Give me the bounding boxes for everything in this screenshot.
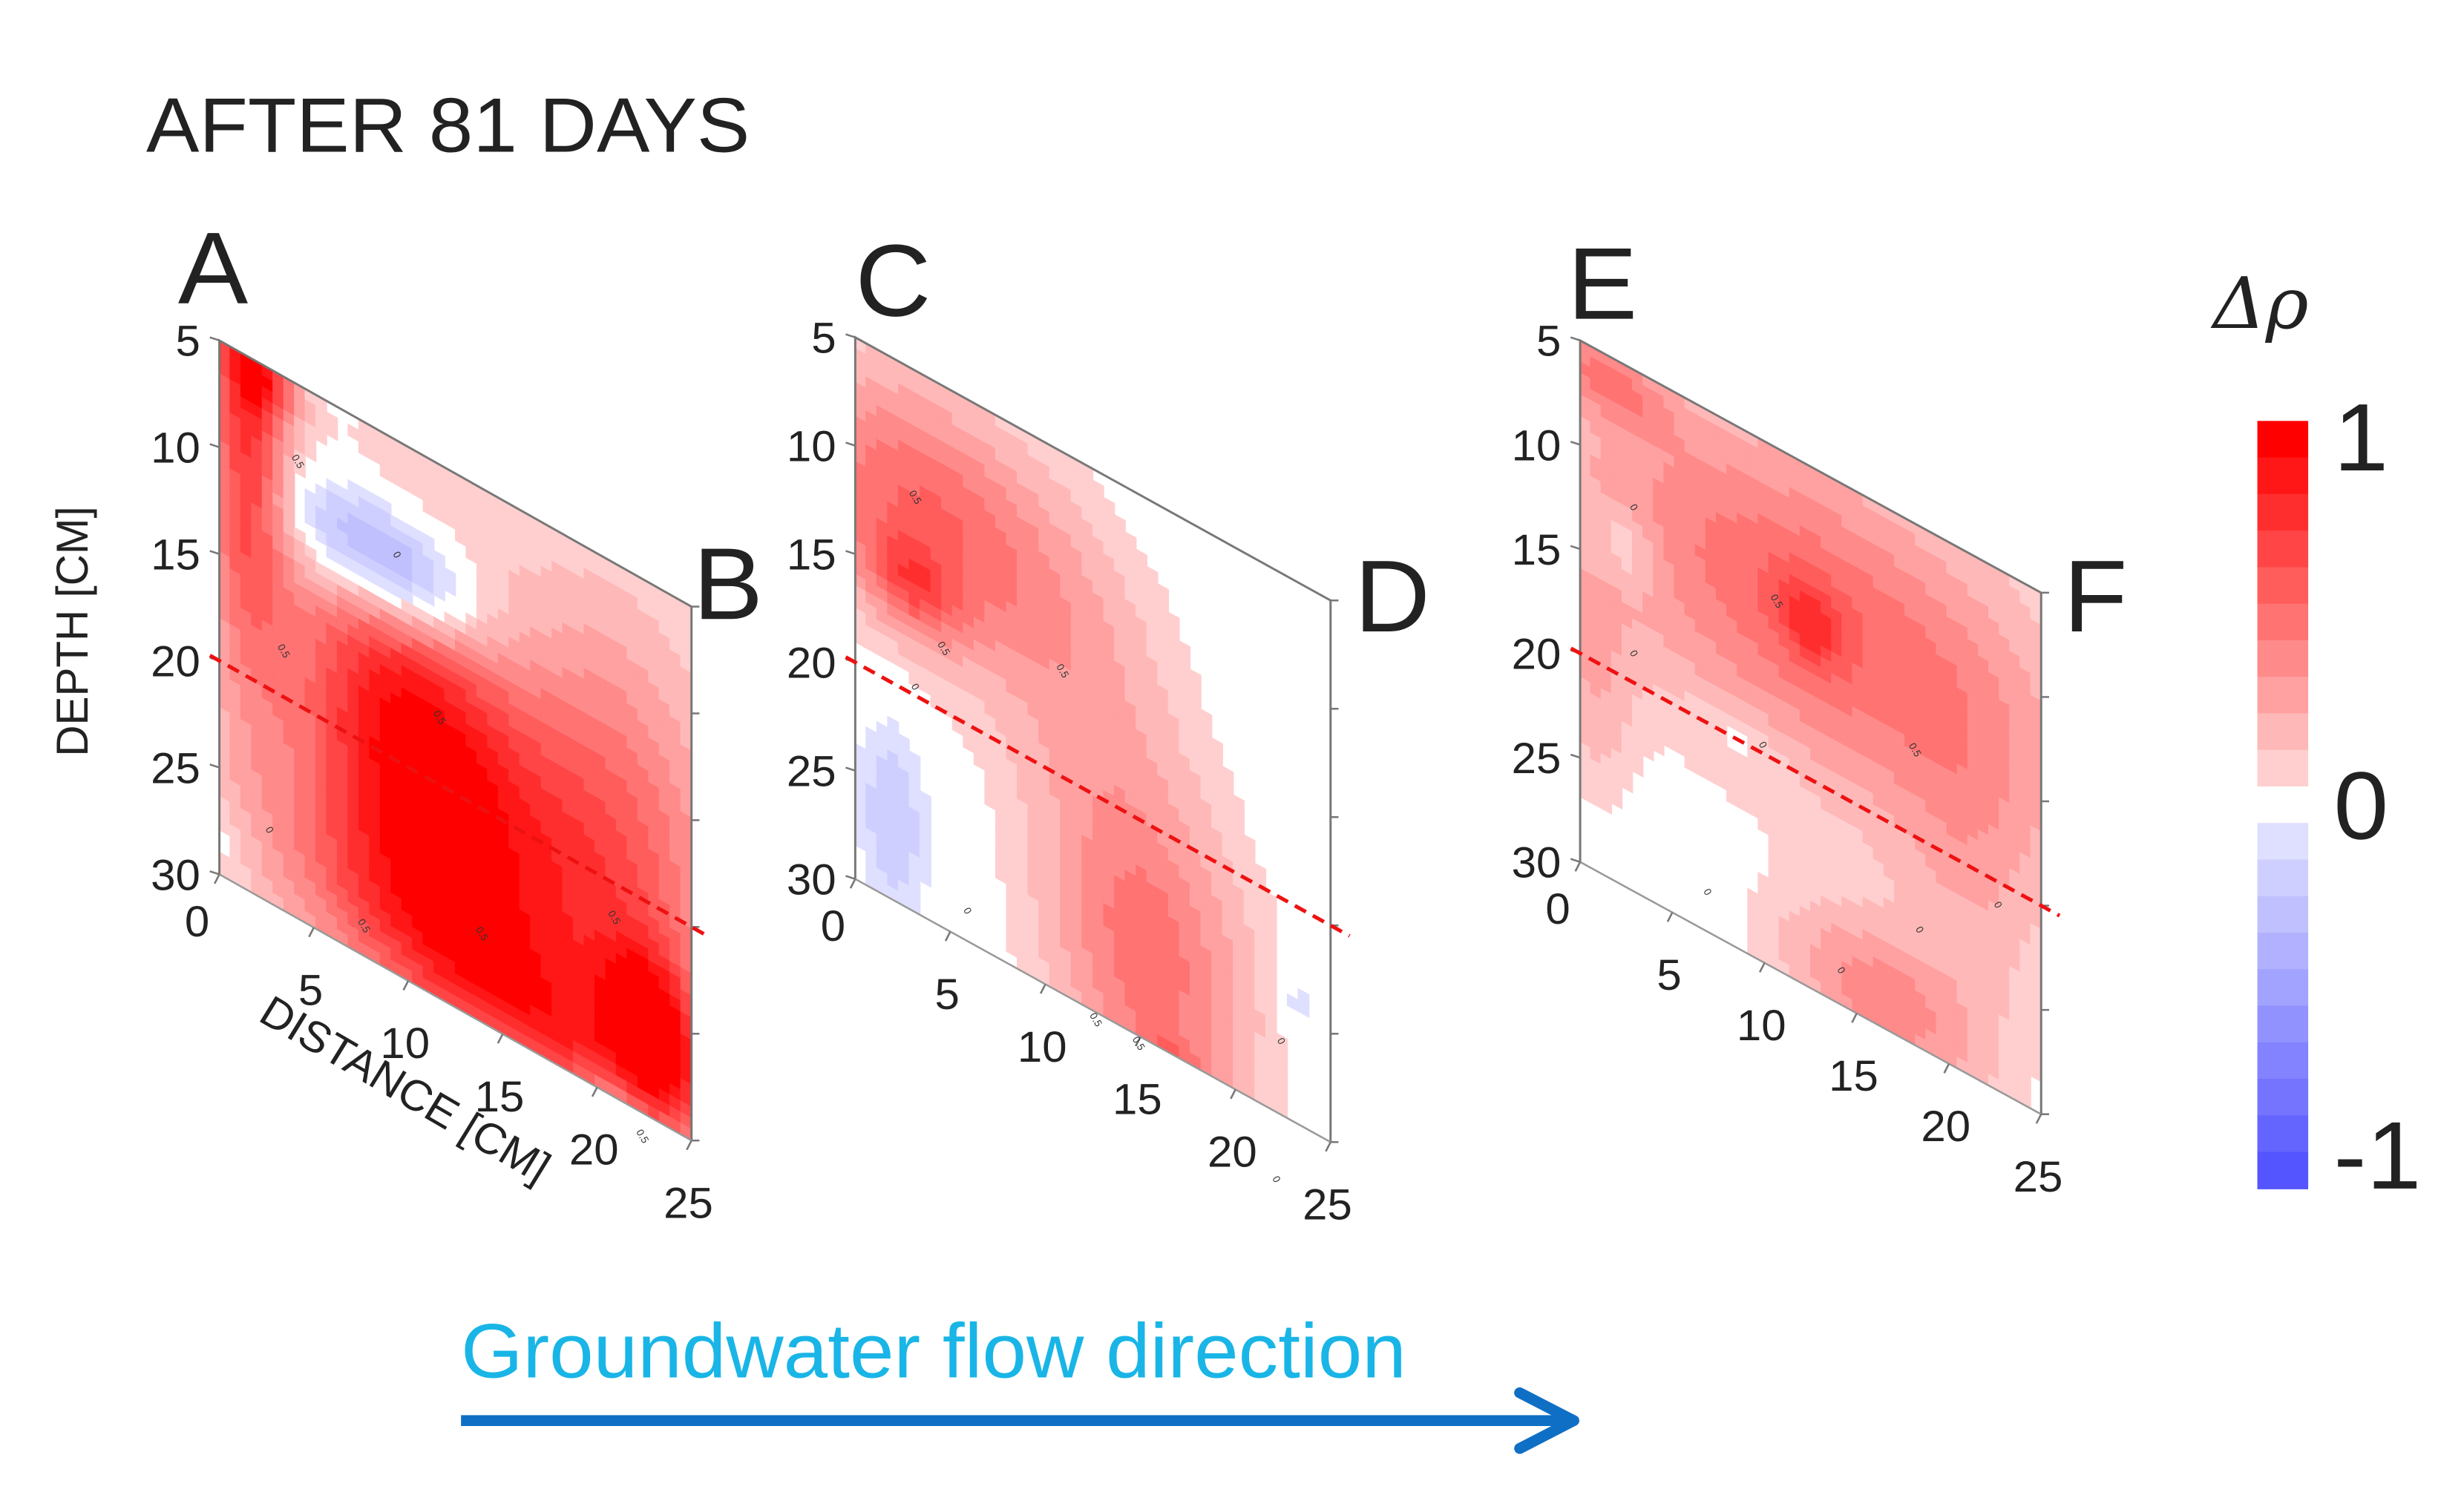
boundary-dashed-line	[845, 655, 1351, 938]
x-tick-mark	[308, 927, 315, 938]
y-tick-mark	[209, 336, 220, 342]
panel-end-label: D	[1354, 539, 1430, 654]
heat-cell	[920, 869, 931, 888]
y-tick-mark	[845, 766, 856, 772]
x-tick-label: 0	[185, 897, 209, 946]
y-tick-label: 5	[176, 316, 200, 365]
contour-label: 0.5	[935, 640, 952, 657]
x-tick-label: 20	[569, 1125, 619, 1174]
heat-cell	[1611, 791, 1623, 810]
y-tick-mark	[209, 550, 220, 555]
heat-cell	[1621, 775, 1634, 794]
heat-cell	[1642, 743, 1654, 762]
panel-heatmap	[1579, 339, 2042, 1110]
y-tick-mark	[845, 875, 856, 880]
contour-label: 0.5	[1087, 1011, 1104, 1029]
x-tick-label: 10	[1018, 1022, 1067, 1071]
y-tick-label: 30	[787, 855, 836, 904]
x-tick-mark	[686, 1140, 692, 1151]
boundary-dashed-line	[209, 654, 712, 939]
y-tick-mark	[209, 443, 220, 448]
x-tick-mark	[1325, 1141, 1331, 1152]
heat-cell	[1653, 738, 1665, 757]
contour-label: 0.5	[275, 643, 292, 660]
panel-end-label: B	[693, 527, 763, 641]
y-tick-mark	[209, 870, 220, 876]
x-tick-mark	[402, 980, 410, 991]
heat-cell	[304, 443, 317, 463]
x-tick-label: 25	[663, 1178, 713, 1227]
contour-label: 0	[961, 906, 974, 916]
heat-cell	[347, 423, 360, 442]
contour-label: 0.5	[355, 917, 373, 935]
heat-cell	[444, 577, 456, 597]
panels-layer: 5101520253005101520250.500.50.50.50.500.…	[151, 211, 2127, 1229]
contour-label: 0.5	[474, 925, 491, 943]
heat-cell	[422, 588, 435, 607]
contour-label: 0.5	[634, 1128, 651, 1146]
panel-start-label: A	[178, 211, 248, 325]
x-tick-mark	[591, 1086, 598, 1097]
y-tick-label: 20	[151, 637, 200, 686]
contour-label: 0.5	[1054, 662, 1071, 680]
x-tick-label: 15	[1113, 1074, 1162, 1123]
panel-heatmap	[218, 339, 692, 1142]
contour-label: 0.5	[1130, 1034, 1147, 1052]
y-tick-label: 25	[787, 746, 836, 795]
panel-frame	[853, 335, 1332, 1143]
x-tick-mark	[1135, 1036, 1141, 1047]
y-tick-mark	[845, 333, 856, 338]
heat-cell	[1286, 993, 1299, 1013]
panel-cd: 5101520253005101520250.50.50.50000.50.50…	[787, 223, 1430, 1229]
y-tick-label: 25	[151, 743, 200, 792]
contour-label: 0.5	[606, 909, 623, 927]
x-tick-mark	[497, 1034, 504, 1044]
heat-cell	[1297, 999, 1310, 1019]
x-tick-mark	[1039, 983, 1046, 994]
contour-label: 0.5	[907, 488, 924, 506]
panel-start-label: C	[855, 223, 931, 338]
heat-cell	[433, 582, 445, 602]
x-tick-mark	[849, 878, 856, 889]
heat-cell	[315, 427, 327, 447]
heat-cell	[294, 459, 306, 479]
x-tick-mark	[944, 931, 951, 942]
contour-label: 0	[1270, 1174, 1282, 1184]
heat-cell	[1632, 759, 1644, 778]
chart-title: AFTER 81 DAYS	[146, 82, 750, 168]
x-tick-label: 5	[934, 970, 959, 1019]
x-tick-label: 10	[380, 1019, 430, 1068]
x-tick-label: 5	[298, 965, 323, 1014]
x-tick-label: 0	[821, 901, 845, 950]
y-tick-label: 30	[151, 850, 200, 899]
y-tick-label: 15	[787, 530, 836, 579]
x-tick-label: 20	[1208, 1127, 1257, 1176]
heat-cell	[326, 422, 338, 441]
heat-cell	[1600, 796, 1613, 815]
contour-label: 0.5	[431, 709, 448, 726]
x-tick-mark	[214, 873, 220, 884]
y-tick-mark	[209, 763, 220, 769]
y-tick-label: 20	[787, 638, 836, 687]
y-tick-mark	[845, 550, 856, 555]
panel-bottom-edge	[854, 878, 1331, 1143]
y-tick-label: 5	[811, 313, 836, 362]
panel-ab: 5101520253005101520250.500.50.50.50.500.…	[151, 211, 763, 1227]
y-tick-label: 15	[151, 530, 200, 579]
contour-label: 0.5	[289, 453, 307, 470]
y-tick-mark	[845, 441, 856, 447]
x-tick-label: 25	[1303, 1180, 1352, 1229]
y-tick-label: 10	[151, 423, 200, 472]
panel-frame	[218, 338, 693, 1141]
x-tick-mark	[1230, 1088, 1236, 1100]
panel-heatmap	[854, 336, 1310, 1120]
panel-bottom-edge	[218, 873, 692, 1142]
y-tick-label: 10	[787, 421, 836, 470]
x-tick-label: 15	[475, 1072, 525, 1121]
